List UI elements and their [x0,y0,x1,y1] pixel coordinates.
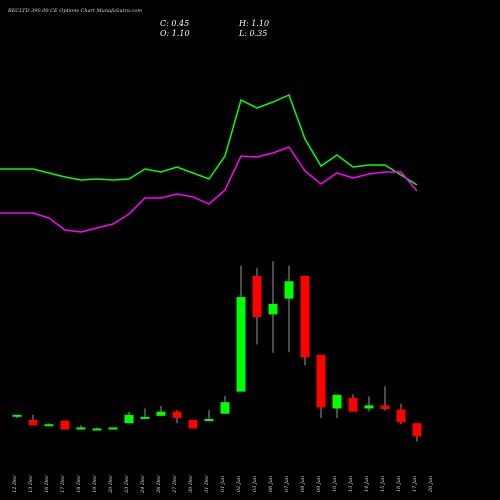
candle [220,395,230,414]
candle [92,427,102,431]
candle-body-up [140,416,150,419]
candle [268,261,278,353]
x-tick-label: 17 Jan [412,476,418,492]
indicator-lines [0,93,418,233]
indicator-line-1 [0,93,418,186]
candle [412,423,422,442]
candle-body-up [92,428,102,431]
candle-body-up [156,411,166,416]
candles [12,261,422,442]
candle [124,411,134,424]
x-tick-label: 31 Dec [204,475,210,493]
x-tick-label: 18 Dec [76,475,82,493]
candle [316,354,326,418]
candle [204,410,214,422]
candle-body-up [284,281,294,299]
x-tick-label: 20 Jan [428,476,434,493]
x-tick-label: 30 Dec [188,475,194,493]
candle-body-down [380,405,390,410]
candle [364,396,374,412]
candle [44,423,54,427]
candle [12,414,22,418]
candle [28,414,38,426]
x-tick-label: 10 Jan [332,476,338,492]
candle [236,265,246,392]
candle-body-up [236,297,246,392]
x-tick-label: 03 Jan [252,476,258,492]
open-readout: O: 1.10 [160,29,190,38]
candle-body-down [188,420,198,429]
chart-title: RECLTD 390.00 CE Options Chart MunafaSut… [8,8,143,14]
candle [284,265,294,353]
indicator-line-2 [0,146,418,233]
x-tick-label: 27 Dec [172,475,178,494]
candle [380,386,390,411]
candle-body-down [396,409,406,423]
candle-body-down [412,423,422,437]
x-tick-label: 23 Dec [124,475,130,494]
x-tick-label: 19 Dec [92,475,98,493]
x-tick-label: 06 Jan [268,476,274,492]
x-tick-label: 07 Jan [284,476,290,492]
candle-body-down [252,276,262,318]
x-tick-label: 08 Jan [300,476,306,492]
candle-body-up [76,427,86,430]
x-tick-label: 16 Jan [396,476,402,492]
x-tick-label: 14 Jan [364,476,370,492]
x-tick-label: 12 Dec [12,475,18,493]
candle [396,403,406,425]
candle [108,427,118,430]
candle-body-up [204,419,214,422]
candle-body-up [44,424,54,427]
candle [76,425,86,430]
high-readout: H: 1.10 [239,19,270,28]
x-tick-label: 16 Dec [44,475,50,493]
candle-body-down [28,420,38,426]
x-tick-label: 17 Dec [60,475,66,493]
candle-body-up [108,427,118,430]
x-axis-labels: 12 Dec 13 Dec 16 Dec 17 Dec 18 Dec 19 Dec 20 D… [12,475,434,494]
x-tick-label: 09 Jan [316,476,322,492]
x-tick-label: 26 Dec [156,475,162,494]
candle-body-down [348,397,358,412]
candle [140,408,150,419]
candle [156,405,166,416]
x-tick-label: 13 Dec [28,475,34,493]
x-tick-label: 24 Dec [140,475,146,494]
candle-body-up [364,405,374,409]
candle [332,394,342,418]
candle-body-up [268,303,278,315]
candle-body-up [220,402,230,414]
candle-body-down [316,354,326,408]
close-readout: C: 0.45 [160,19,190,28]
candle-body-up [124,414,134,424]
x-tick-label: 02 Jan [236,476,242,492]
candle-body-up [12,414,22,417]
candle [188,420,198,429]
candle-body-down [300,276,310,358]
low-readout: L: 0.35 [239,29,268,38]
candle-body-down [60,420,70,430]
candle [252,268,262,345]
x-tick-label: 20 Dec [108,475,114,494]
candle [60,420,70,430]
candle [300,276,310,366]
x-tick-label: 13 Jan [348,476,354,492]
candle-body-up [332,394,342,409]
candle [172,410,182,424]
x-tick-label: 15 Jan [380,476,386,492]
x-tick-label: 01 Jan [220,476,226,492]
candle [348,394,358,412]
candle-body-down [172,411,182,418]
